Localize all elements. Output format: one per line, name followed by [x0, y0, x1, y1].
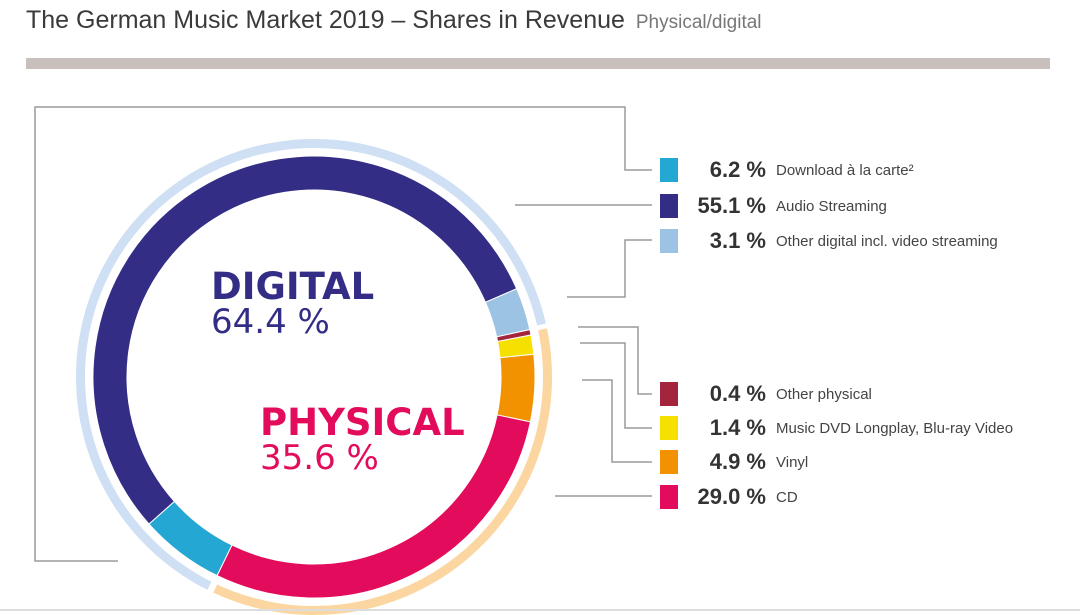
legend-item: 6.2 % Download à la carte²: [660, 157, 914, 183]
legend-swatch: [660, 416, 678, 440]
digital-group-value: 64.4 %: [211, 302, 330, 342]
legend-swatch: [660, 229, 678, 253]
legend-swatch: [660, 485, 678, 509]
digital-group-name: DIGITAL: [211, 265, 375, 308]
legend-item: 0.4 % Other physical: [660, 381, 872, 407]
header-divider-bar: [26, 58, 1050, 69]
connector-line-5: [582, 379, 652, 463]
legend-value: 55.1 %: [697, 193, 767, 218]
chart-title: The German Music Market 2019 – Shares in…: [26, 6, 762, 35]
connector-line-2: [567, 239, 652, 298]
chart-subtitle: Physical/digital: [635, 12, 762, 33]
legend-value: 0.4 %: [709, 381, 766, 406]
legend-label: CD: [776, 488, 798, 506]
slice-audio-streaming: [92, 155, 518, 525]
legend-label: Download à la carte²: [776, 161, 914, 179]
legend-item: 55.1 % Audio Streaming: [660, 193, 887, 219]
connector-line-4: [580, 342, 652, 429]
legend-swatch: [660, 382, 678, 406]
legend-item: 4.9 % Vinyl: [660, 449, 808, 475]
bottom-divider: [0, 609, 1080, 611]
legend-label: Other physical: [776, 385, 872, 403]
legend-item: 1.4 % Music DVD Longplay, Blu-ray Video: [660, 415, 1013, 441]
legend-item: 29.0 % CD: [660, 484, 798, 510]
connector-line-0: [34, 106, 652, 562]
physical-group-name: PHYSICAL: [260, 401, 465, 444]
slice-vinyl: [496, 353, 536, 423]
legend-value: 3.1 %: [709, 228, 766, 253]
slice-cd: [216, 414, 531, 599]
physical-center-label: PHYSICAL 35.6 %: [260, 404, 465, 475]
connector-line-3: [578, 326, 652, 395]
physical-group-value: 35.6 %: [260, 438, 379, 478]
legend-value: 4.9 %: [709, 449, 766, 474]
legend-item: 3.1 % Other digital incl. video streaming: [660, 228, 998, 254]
legend-swatch: [660, 450, 678, 474]
legend-label: Vinyl: [776, 453, 809, 471]
legend-value: 1.4 %: [709, 415, 766, 440]
digital-center-label: DIGITAL 64.4 %: [211, 268, 374, 339]
legend-label: Audio Streaming: [776, 197, 887, 215]
title-text: The German Music Market 2019 – Shares in…: [26, 6, 625, 34]
legend-value: 6.2 %: [709, 157, 766, 182]
legend-label: Other digital incl. video streaming: [776, 232, 998, 250]
legend-label: Music DVD Longplay, Blu-ray Video: [776, 419, 1014, 437]
legend-value: 29.0 %: [697, 484, 767, 509]
legend-swatch: [660, 158, 678, 182]
legend-swatch: [660, 194, 678, 218]
